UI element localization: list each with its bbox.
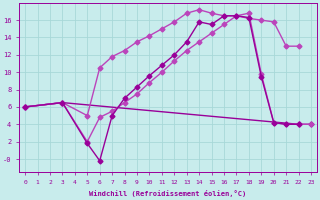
X-axis label: Windchill (Refroidissement éolien,°C): Windchill (Refroidissement éolien,°C) (90, 190, 247, 197)
